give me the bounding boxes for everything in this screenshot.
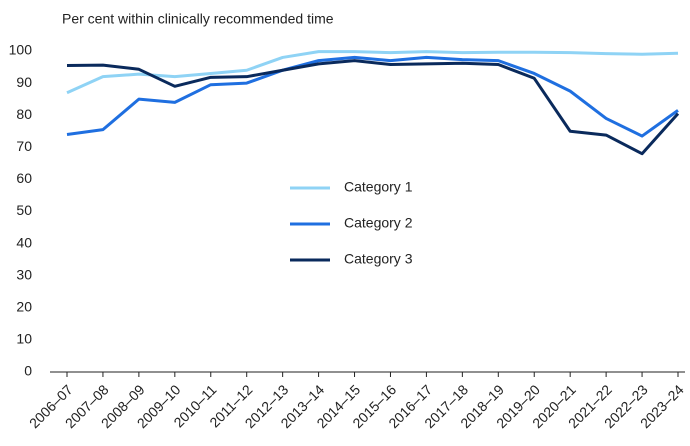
legend-label: Category 3 xyxy=(344,251,413,267)
axis-title: Per cent within clinically recommended t… xyxy=(62,11,334,27)
series-line xyxy=(66,55,679,138)
y-tick-label: 90 xyxy=(16,74,32,90)
y-tick-label: 50 xyxy=(16,202,32,218)
legend-label: Category 2 xyxy=(344,215,413,231)
y-tick-label: 70 xyxy=(16,138,32,154)
series-line xyxy=(66,50,679,95)
y-tick-label: 100 xyxy=(9,42,33,58)
legend-label: Category 1 xyxy=(344,179,413,195)
y-tick-label: 10 xyxy=(16,331,32,347)
y-tick-label: 30 xyxy=(16,266,32,282)
y-tick-label: 0 xyxy=(24,363,32,379)
y-tick-label: 40 xyxy=(16,234,32,250)
y-tick-label: 60 xyxy=(16,170,32,186)
y-tick-label: 80 xyxy=(16,106,32,122)
y-tick-label: 20 xyxy=(16,299,32,315)
series-line xyxy=(66,59,680,156)
